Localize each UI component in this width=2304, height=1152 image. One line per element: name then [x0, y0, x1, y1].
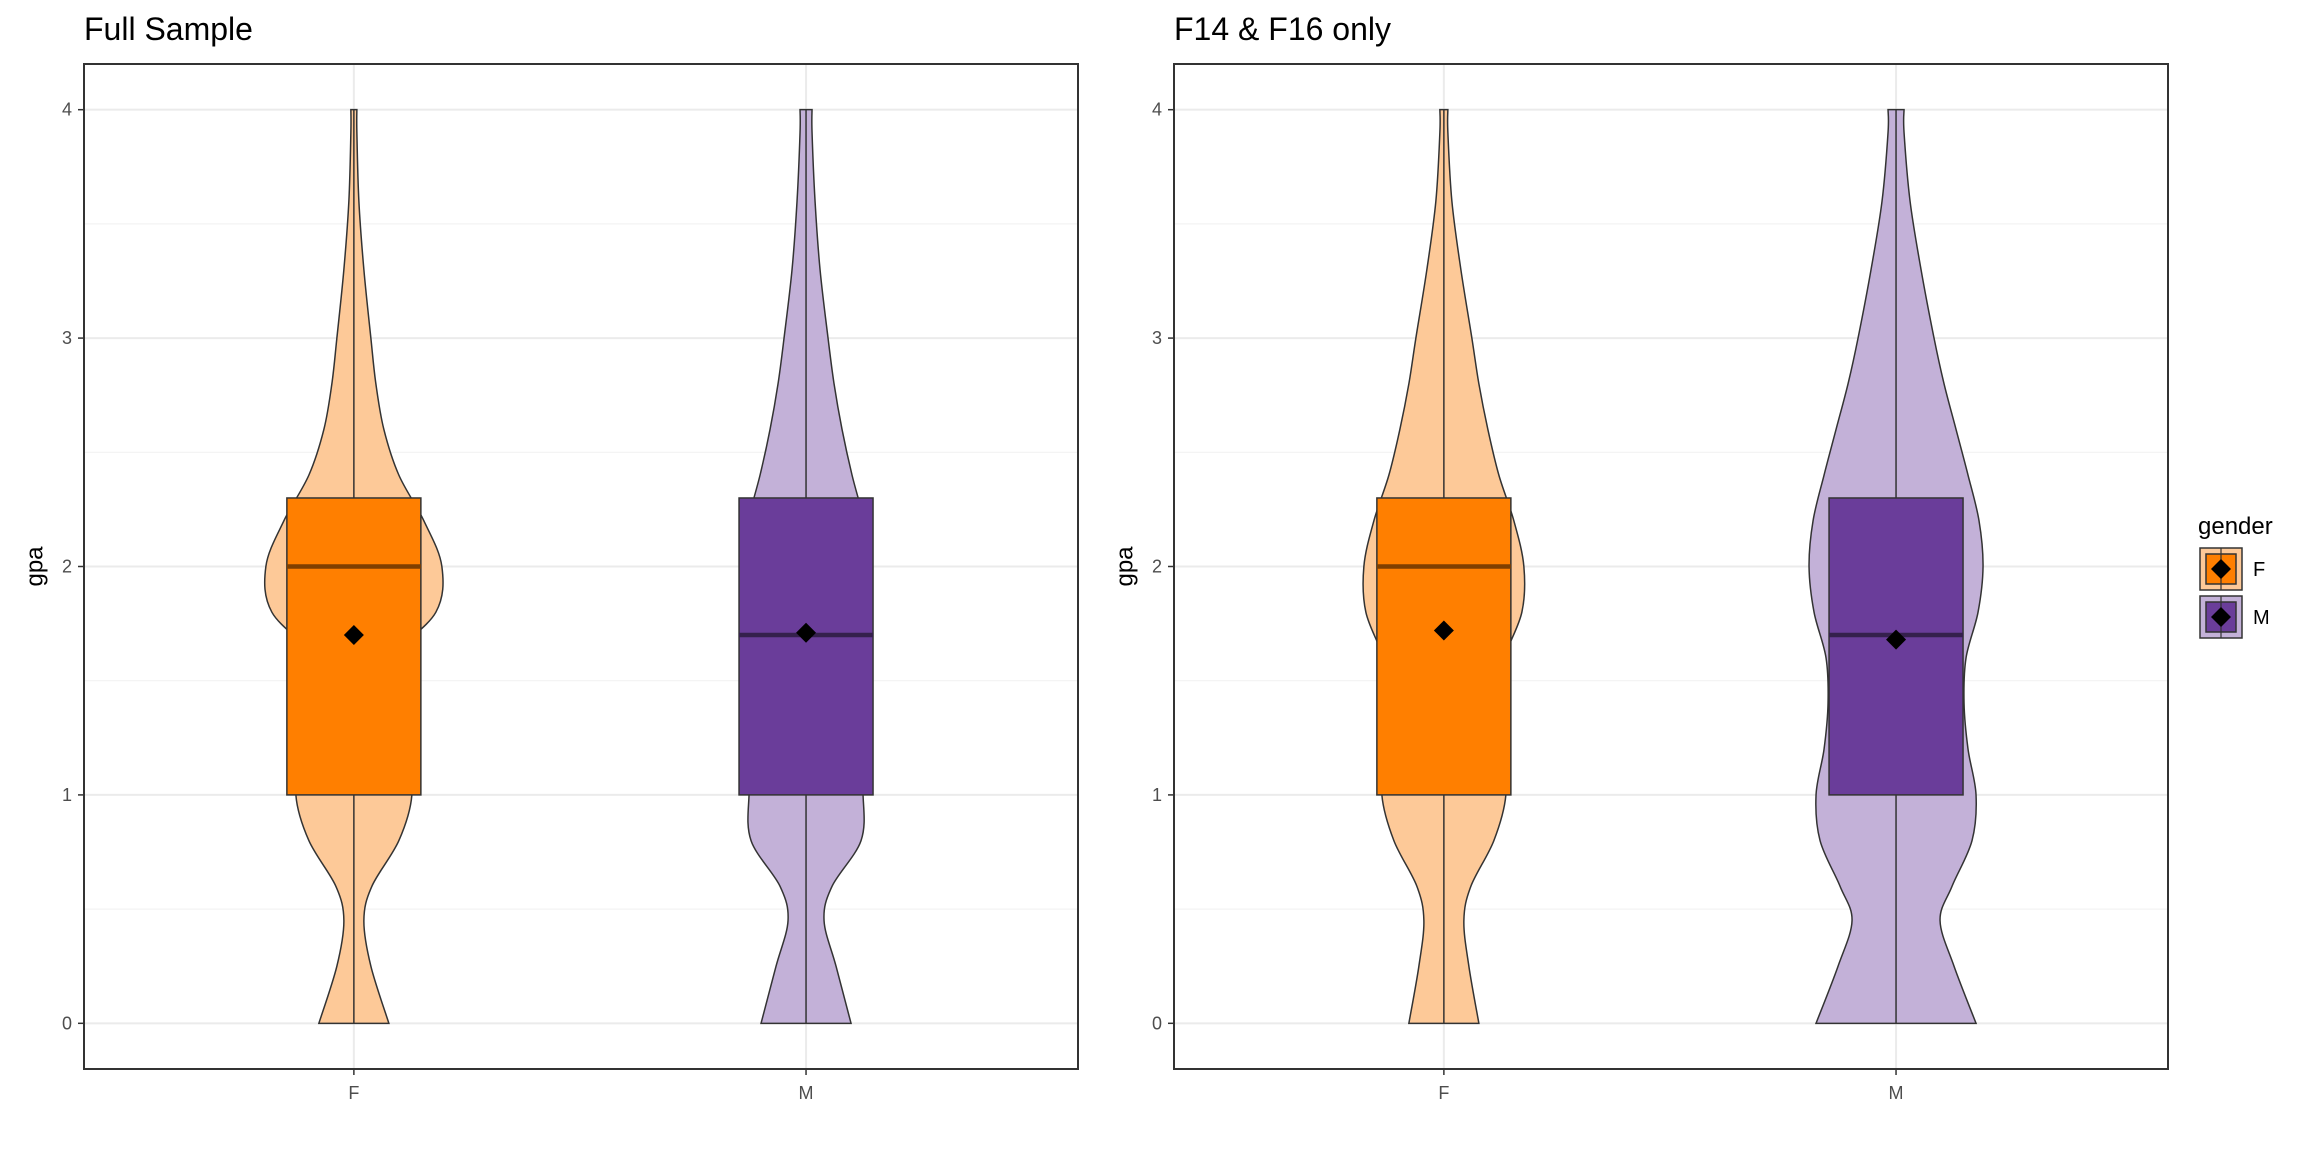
- chart-title: Full Sample: [84, 11, 253, 47]
- box-f: [286, 497, 422, 796]
- y-tick-label: 3: [62, 328, 72, 348]
- y-tick-label: 4: [1152, 100, 1162, 120]
- mean-point-m: [796, 622, 817, 643]
- legend: gender F M: [2198, 513, 2273, 639]
- box-f: [1376, 497, 1512, 796]
- y-tick-label: 2: [62, 557, 72, 577]
- legend-key-f: [2199, 547, 2243, 591]
- legend-label-m: M: [2253, 607, 2270, 629]
- mean-point-f: [343, 625, 364, 646]
- y-axis-label: gpa: [1111, 546, 1138, 587]
- panel-border: [83, 63, 1079, 1070]
- box-m: [738, 497, 874, 796]
- chart-title: F14 & F16 only: [1174, 11, 1391, 47]
- legend-key-mean-point: [2211, 559, 2231, 579]
- y-tick-label: 1: [62, 785, 72, 805]
- mean-point-f: [1433, 620, 1454, 641]
- y-tick-label: 2: [1152, 557, 1162, 577]
- mean-point-m: [1886, 629, 1907, 650]
- y-tick-label: 0: [62, 1013, 72, 1033]
- y-tick-label: 1: [1152, 785, 1162, 805]
- y-axis-label: gpa: [21, 546, 48, 587]
- y-tick-label: 3: [1152, 328, 1162, 348]
- legend-title: gender: [2198, 513, 2273, 540]
- x-tick-label-f: F: [348, 1083, 359, 1103]
- x-tick-label-f: F: [1438, 1083, 1449, 1103]
- y-tick-label: 0: [1152, 1013, 1162, 1033]
- y-tick-label: 4: [62, 100, 72, 120]
- legend-key-m: [2199, 595, 2243, 639]
- x-tick-label-m: M: [1889, 1083, 1904, 1103]
- legend-label-f: F: [2253, 559, 2265, 581]
- legend-key-mean-point: [2211, 607, 2231, 627]
- x-tick-label-m: M: [799, 1083, 814, 1103]
- panel-border: [1173, 63, 2169, 1070]
